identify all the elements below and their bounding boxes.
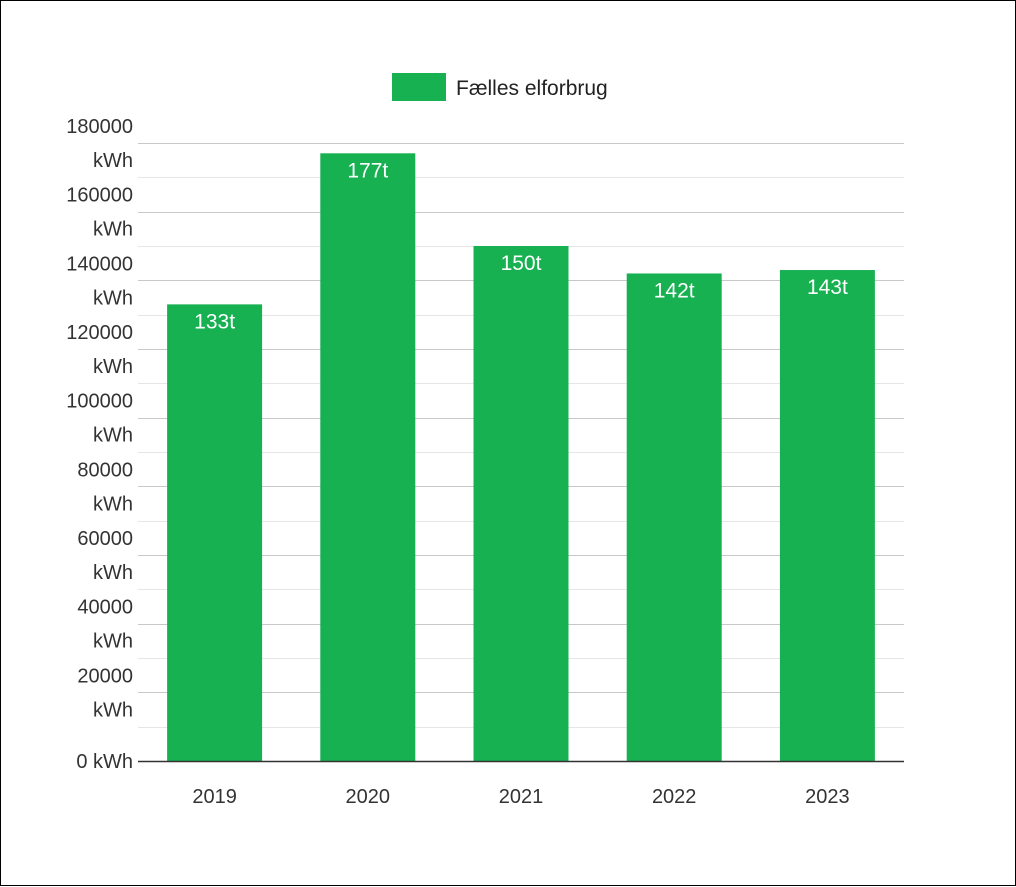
y-tick-label: 160000 kWh <box>66 185 133 241</box>
y-tick-label: 40000 kWh <box>77 597 133 653</box>
x-tick-label: 2023 <box>805 786 850 808</box>
x-axis: 2019 2020 2021 2022 2023 <box>138 760 904 808</box>
bar-value-label: 142t <box>654 279 695 302</box>
bar-value-label: 177t <box>347 159 388 182</box>
bars <box>167 153 875 762</box>
y-tick-label: 140000 kWh <box>66 253 133 309</box>
y-tick-label: 180000 kWh <box>66 116 133 172</box>
y-tick-label: 120000 kWh <box>66 322 133 378</box>
x-tick-label: 2020 <box>346 786 391 808</box>
bar-2021[interactable] <box>473 246 569 761</box>
bar-value-label: 150t <box>501 252 542 275</box>
y-tick-label: 0 kWh <box>76 751 133 773</box>
legend[interactable]: Fælles elforbrug <box>392 73 608 101</box>
x-tick-label: 2019 <box>192 786 237 808</box>
legend-swatch <box>392 73 446 101</box>
x-tick-label: 2022 <box>652 786 697 808</box>
legend-label: Fælles elforbrug <box>456 77 608 100</box>
y-tick-label: 20000 kWh <box>77 665 133 721</box>
y-tick-label: 100000 kWh <box>66 391 133 447</box>
y-tick-label: 80000 kWh <box>77 459 133 515</box>
bar-2019[interactable] <box>167 304 263 761</box>
y-axis: 0 kWh 20000 kWh 40000 kWh 60000 kWh 80000 kWh 100… <box>66 116 133 773</box>
bar-value-label: 133t <box>194 310 235 333</box>
bar-2022[interactable] <box>626 273 722 761</box>
data-labels: 133t 177t 150t 142t 143t <box>194 159 848 333</box>
bar-2023[interactable] <box>779 270 875 761</box>
bar-value-label: 143t <box>807 276 848 299</box>
x-tick-label: 2021 <box>499 786 544 808</box>
y-tick-label: 60000 kWh <box>77 528 133 584</box>
bar-2020[interactable] <box>320 153 416 762</box>
